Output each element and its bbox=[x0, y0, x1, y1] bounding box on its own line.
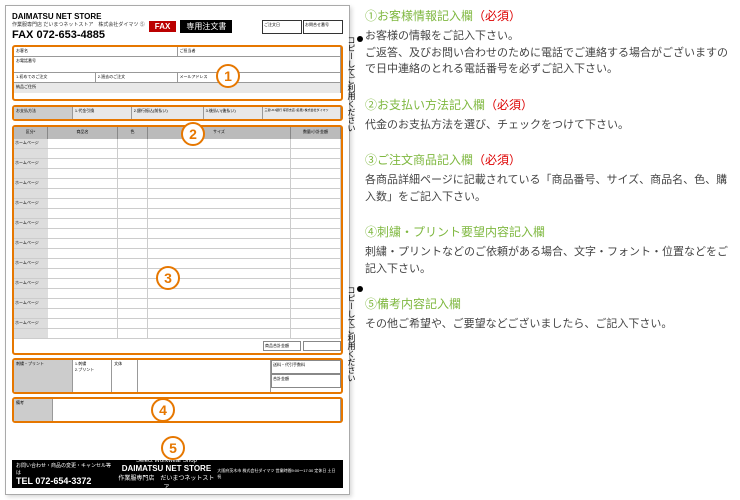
sum-box: 商品合計金額 bbox=[14, 341, 341, 351]
table-row bbox=[14, 149, 341, 159]
table-row: ホームページ bbox=[14, 219, 341, 229]
table-row: ホームページ bbox=[14, 319, 341, 329]
badge-4: 4 bbox=[151, 398, 175, 422]
store-name: DAIMATSU NET STORE bbox=[12, 12, 145, 21]
date-box-2: お問合せ番号 bbox=[303, 20, 343, 34]
section-notes: 備考 bbox=[12, 397, 343, 423]
store-subtitle: 作業服専門店 だいまつネットストア 株式会社ダイマツ ⑤ bbox=[12, 21, 145, 28]
dot-icon bbox=[357, 286, 363, 292]
table-row: ホームページ bbox=[14, 299, 341, 309]
table-row bbox=[14, 229, 341, 239]
fax-form-preview: DAIMATSU NET STORE 作業服専門店 だいまつネットストア 株式会… bbox=[5, 5, 350, 495]
section-payment: お支払方法 1.代金引換 2.銀行振込(前払い) 3.後払い(後払い) 三菱UF… bbox=[12, 105, 343, 121]
table-body: ホームページ ホームページ ホームページ ホームページ ホームページ ホームペー… bbox=[14, 139, 341, 339]
table-row bbox=[14, 169, 341, 179]
badge-3: 3 bbox=[156, 266, 180, 290]
section-customer: お客名ご担当者 お電話番号 1.初めてのご注文2.過去のご注文メールアドレス 納… bbox=[12, 45, 343, 101]
table-row bbox=[14, 309, 341, 319]
table-row: ホームページ bbox=[14, 239, 341, 249]
table-row: ホームページ bbox=[14, 179, 341, 189]
instruction-5: ⑤備考内容記入欄 その他ご希望や、ご要望などございましたら、ご記入下さい。 bbox=[365, 295, 735, 333]
table-row: ホームページ bbox=[14, 159, 341, 169]
form-header: DAIMATSU NET STORE 作業服専門店 だいまつネットストア 株式会… bbox=[12, 12, 343, 41]
table-row: ホームページ bbox=[14, 259, 341, 269]
badge-2: 2 bbox=[181, 122, 205, 146]
section-products: 区分* 商品名 色 サイズ 数量/小計金額 ホームページ ホームページ ホームペ… bbox=[12, 125, 343, 355]
copy-text-top: コピーしてご利用ください bbox=[346, 36, 363, 132]
badge-5: 5 bbox=[161, 436, 185, 460]
section-print: 刺繍・プリント 1.刺繍 2.プリント 文体 送料・代引手数料 合計金額 bbox=[12, 358, 343, 394]
table-row bbox=[14, 209, 341, 219]
instruction-2: ②お支払い方法記入欄（必須） 代金のお支払方法を選び、チェックをつけて下さい。 bbox=[365, 96, 735, 134]
instruction-4: ④刺繍・プリント要望内容記入欄 刺繍・プリントなどのご依頼がある場合、文字・フォ… bbox=[365, 223, 735, 277]
badge-1: 1 bbox=[216, 64, 240, 88]
table-row: ホームページ bbox=[14, 139, 341, 149]
table-header: 区分* 商品名 色 サイズ 数量/小計金額 bbox=[14, 127, 341, 139]
table-row bbox=[14, 289, 341, 299]
instructions-panel: ①お客様情報記入欄（必須） お客様の情報をご記入下さい。 ご返答、及びお問い合わ… bbox=[365, 5, 735, 495]
table-row: ホームページ bbox=[14, 199, 341, 209]
fax-badge: FAX bbox=[149, 21, 177, 32]
table-row bbox=[14, 249, 341, 259]
date-boxes: ご注文日 お問合せ番号 bbox=[262, 20, 343, 34]
instruction-3: ③ご注文商品記入欄（必須） 各商品詳細ページに記載されている「商品番号、サイズ、… bbox=[365, 151, 735, 205]
table-row bbox=[14, 329, 341, 339]
copy-text-bottom: コピーしてご利用ください bbox=[346, 286, 363, 382]
dot-icon bbox=[357, 36, 363, 42]
fax-number: FAX 072-653-4885 bbox=[12, 29, 145, 41]
fax-title: 専用注文書 bbox=[180, 20, 232, 33]
instruction-1: ①お客様情報記入欄（必須） お客様の情報をご記入下さい。 ご返答、及びお問い合わ… bbox=[365, 7, 735, 78]
form-footer: お問い合わせ・商品の変更・キャンセル等は TEL 072-654-3372 Se… bbox=[12, 460, 343, 488]
date-box-1: ご注文日 bbox=[262, 20, 302, 34]
table-row bbox=[14, 189, 341, 199]
